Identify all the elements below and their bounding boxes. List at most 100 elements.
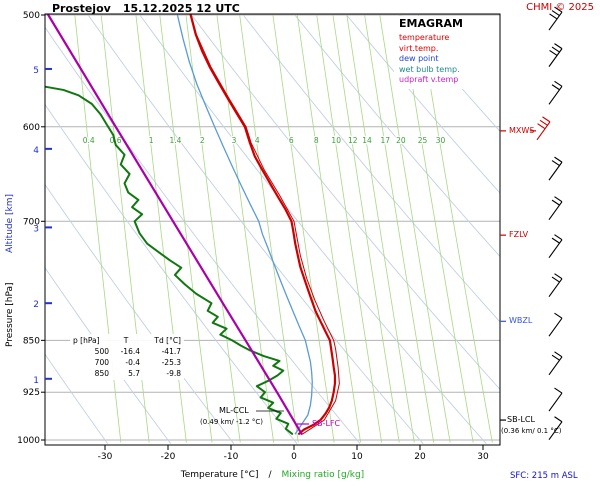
curve-wet_bulb (176, 14, 313, 435)
plot-border (44, 13, 501, 446)
temperature-tick-label: -30 (98, 452, 113, 462)
dry-adiabat-line (45, 353, 108, 444)
table-cell: -0.4 (125, 358, 140, 367)
mixing-ratio-label: 12 (348, 136, 358, 145)
mixing-ratio-label: 10 (331, 136, 341, 145)
altitude-tick-label: 2 (33, 300, 39, 310)
altitude-tick-label: 1 (33, 376, 39, 386)
dry-adiabat-line (346, 14, 500, 194)
wind-barb (548, 273, 563, 297)
pressure-axis-label: Pressure [hPa] (5, 282, 15, 347)
temperature-tick-label: 30 (477, 452, 489, 462)
header-title: Prostejov 15.12.2025 12 UTC (52, 2, 240, 15)
sb-lcl-label: SB-LCL (507, 415, 535, 424)
mixing-ratio-line (316, 14, 383, 443)
legend-item-4: udpraft v.temp (399, 75, 459, 84)
axis-separator: / (268, 470, 272, 480)
sounding-table: p [hPa] T Td [°C] 500 -16.4 -41.7 700 -0.4 -25.3… (70, 334, 184, 380)
altitude-tick-label: 3 (33, 224, 39, 234)
legend-title: EMAGRAM (399, 17, 463, 30)
table-row: 500 -16.4 -41.7 (73, 346, 181, 357)
pressure-tick-label: 600 (23, 123, 40, 133)
copyright-text: CHMI © 2025 (526, 2, 594, 13)
mixing-ratio-line (239, 14, 299, 443)
curve-updraft (47, 14, 303, 435)
wind-barb (548, 312, 563, 337)
mixing-ratio-label: 1 (149, 136, 154, 145)
mixing-ratio-line (272, 14, 335, 443)
table-cell: -25.3 (161, 358, 181, 367)
temperature-tick-label: -10 (224, 452, 239, 462)
mxws-label: MXWS (509, 126, 535, 135)
mixing-ratio-label: 2 (200, 136, 205, 145)
mixing-ratio-label: 20 (396, 136, 406, 145)
table-row: 850 5.7 -9.8 (73, 368, 181, 379)
dry-adiabat-line (45, 26, 361, 444)
wind-barb (548, 387, 563, 412)
station-name: Prostejov (52, 2, 111, 15)
mixing-ratio-line (135, 14, 187, 443)
mixing-ratio-line (216, 14, 275, 443)
ml-ccl-label: ML-CCL (219, 406, 249, 415)
dry-adiabat-line (139, 14, 487, 444)
table-cell: -16.4 (120, 347, 140, 356)
legend-item-1: virt.temp. (399, 43, 439, 53)
legend-item-0: temperature (399, 33, 450, 42)
sb-lfc-label: SB-LFC (312, 419, 341, 428)
mixing-ratio-label: 6 (289, 136, 294, 145)
background-grid (45, 14, 500, 444)
mixing-ratio-label: 25 (418, 136, 428, 145)
altitude-axis-label: Altitude [km] (5, 193, 15, 253)
dry-adiabat-line (45, 183, 235, 444)
mixing-ratio-label: 30 (436, 136, 446, 145)
table-cell: 5.7 (128, 369, 140, 378)
temperature-tick-label: -20 (161, 452, 176, 462)
table-cell: p [hPa] (73, 336, 100, 345)
ml-ccl-detail: (0.49 km/ -1.2 °C) (200, 418, 263, 426)
temperature-axis-label: Temperature [°C] (180, 470, 259, 480)
legend-box: EMAGRAM temperature virt.temp. dew point we… (394, 16, 468, 89)
sb-lcl-detail: (0.36 km/ 0.1 °C) (501, 427, 562, 435)
wind-barb (548, 80, 563, 105)
mixing-ratio-line (400, 14, 474, 443)
table-header-row: p [hPa] T Td [°C] (73, 335, 181, 346)
temperature-tick-label: 10 (351, 452, 363, 462)
altitude-tick-label: 5 (33, 66, 39, 76)
surface-elevation-label: SFC: 215 m ASL (510, 471, 578, 481)
dry-adiabat-line (45, 266, 172, 444)
dry-adiabat-line (45, 103, 298, 444)
table-cell: -9.8 (166, 369, 181, 378)
temperature-tick-label: 0 (291, 452, 297, 462)
mixing-ratio-label: 0.4 (83, 136, 95, 145)
pressure-tick-label: 500 (23, 11, 40, 21)
dry-adiabat-line (87, 14, 424, 444)
table-cell: -41.7 (161, 347, 181, 356)
mixing-ratio-line (346, 14, 415, 443)
altitude-tick-label: 4 (33, 146, 39, 156)
mixing-ratio-label: 14 (362, 136, 372, 145)
pressure-tick-label: 1000 (17, 436, 40, 446)
table-cell: 700 (94, 358, 109, 367)
temperature-tick-label: 20 (414, 452, 426, 462)
mixing-ratio-line (364, 14, 435, 443)
dry-adiabat-line (191, 14, 500, 391)
curve-temperature (189, 14, 337, 435)
legend-item-2: dew point (399, 54, 439, 63)
mixing-ratio-line (379, 14, 451, 443)
table-cell: 850 (94, 369, 109, 378)
dry-adiabat-line (294, 14, 500, 258)
mixing-ratio-line (159, 14, 213, 443)
x-axis-title: Temperature [°C] / Mixing ratio [g/kg] (45, 470, 500, 480)
table-row: 700 -0.4 -25.3 (73, 357, 181, 368)
sounding-curves (45, 14, 340, 435)
mixing-ratio-axis-label: Mixing ratio [g/kg] (281, 470, 365, 480)
table-cell: 500 (94, 347, 109, 356)
mixing-ratio-label: 1.4 (170, 136, 182, 145)
mixing-ratio-label: 3 (232, 136, 237, 145)
mixing-ratio-line (100, 14, 150, 443)
wind-barb (548, 196, 563, 221)
wbzl-label: WBZL (509, 316, 533, 325)
mixing-ratio-line (74, 14, 122, 443)
dry-adiabat-line (397, 14, 500, 133)
